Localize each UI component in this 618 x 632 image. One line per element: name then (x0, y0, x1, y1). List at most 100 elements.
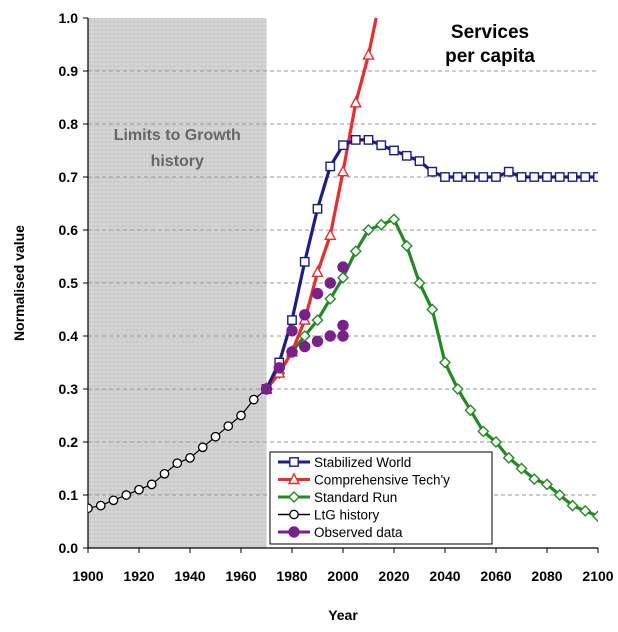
data-point (478, 172, 489, 182)
data-point (363, 134, 374, 145)
legend-label: Comprehensive Tech'y (314, 473, 450, 488)
x-tick-label: 1960 (225, 568, 256, 584)
data-point (567, 172, 578, 182)
legend-entry: Stabilized World (278, 455, 411, 470)
data-point (452, 172, 463, 182)
data-point (362, 48, 375, 60)
data-point (324, 330, 336, 342)
data-point (312, 203, 323, 214)
data-point (338, 140, 348, 151)
data-point (592, 510, 598, 523)
legend-swatch-marker (289, 457, 299, 467)
legend-swatch-marker (289, 509, 299, 520)
data-point (337, 330, 349, 342)
data-point (197, 442, 208, 453)
data-point (464, 404, 477, 417)
legend: Stabilized World Comprehensive Tech'y Stan… (269, 451, 493, 545)
y-axis-title: Normalised value (11, 225, 27, 341)
plot-area (88, 17, 598, 523)
data-point (451, 383, 464, 395)
data-point (260, 383, 273, 395)
data-point (389, 145, 399, 156)
data-point (286, 325, 298, 337)
series-observed-data (260, 261, 349, 395)
data-point (134, 484, 144, 495)
data-point (324, 292, 337, 305)
data-point (159, 468, 170, 479)
y-tick-label: 1.0 (59, 10, 79, 26)
data-point (400, 239, 413, 252)
data-point (299, 256, 310, 267)
data-point (349, 245, 362, 258)
data-point (337, 271, 349, 284)
data-point (579, 504, 592, 517)
x-tick-label: 2080 (531, 568, 562, 584)
data-point (502, 451, 515, 464)
x-tick-label: 2020 (378, 568, 409, 584)
history-region-label: history (151, 153, 204, 170)
legend-swatch-marker (288, 491, 300, 503)
x-axis-title: Year (328, 607, 358, 623)
data-point (580, 172, 591, 182)
data-point (542, 172, 552, 182)
legend-entry: Comprehensive Tech'y (278, 472, 450, 488)
data-point (236, 410, 246, 421)
data-point (108, 495, 119, 506)
data-point (172, 458, 183, 469)
history-shaded-region (88, 18, 267, 548)
x-tick-label: 1980 (276, 568, 307, 584)
data-point (516, 172, 527, 182)
legend-label: Standard Run (314, 490, 397, 505)
data-point (311, 287, 324, 300)
y-tick-label: 0.4 (59, 328, 79, 344)
chart-title: per capita (445, 46, 535, 67)
data-point (465, 172, 476, 182)
data-point (336, 164, 350, 177)
y-tick-label: 0.5 (59, 275, 79, 291)
y-tick-label: 0.7 (59, 169, 79, 185)
y-tick-label: 0.8 (59, 116, 79, 132)
data-point (553, 489, 566, 501)
history-region-label: Limits to Growth (114, 127, 241, 144)
legend-label: LtG history (314, 508, 380, 523)
legend-entry: Standard Run (278, 490, 397, 505)
data-point (121, 490, 132, 500)
data-point (439, 356, 451, 369)
x-tick-label: 2040 (429, 568, 460, 584)
y-tick-label: 0.2 (59, 434, 79, 450)
data-point (286, 346, 298, 358)
y-tick-label: 0.3 (59, 381, 79, 397)
y-tick-label: 0.9 (59, 63, 79, 79)
series-stabilized-world (261, 134, 598, 394)
y-tick-label: 0.6 (59, 222, 79, 238)
data-point (349, 95, 362, 108)
data-point (337, 261, 349, 273)
legend-label: Observed data (314, 525, 403, 540)
data-point (375, 218, 388, 231)
data-point (529, 172, 540, 182)
data-point (490, 436, 502, 448)
series-line (265, 17, 378, 391)
data-point (350, 134, 361, 145)
y-tick-label: 0.0 (59, 540, 79, 556)
data-point (427, 166, 438, 177)
data-point (388, 213, 400, 226)
data-point (593, 172, 598, 182)
data-point (325, 161, 336, 172)
data-point (414, 156, 425, 166)
data-point (273, 362, 285, 374)
data-point (362, 224, 375, 236)
data-point (299, 340, 311, 353)
data-point (413, 277, 426, 289)
x-tick-label: 2000 (327, 568, 358, 584)
data-point (503, 166, 514, 177)
data-point (515, 462, 528, 475)
data-point (185, 453, 195, 463)
data-point (311, 335, 324, 347)
legend-entry: LtG history (278, 508, 380, 523)
data-point (95, 500, 106, 511)
legend-swatch-marker (288, 526, 300, 538)
data-point (88, 503, 93, 514)
data-point (566, 499, 579, 512)
